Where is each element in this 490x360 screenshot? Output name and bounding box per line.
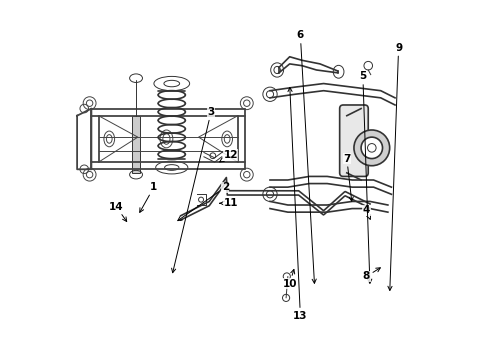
Ellipse shape <box>354 130 390 166</box>
Text: 12: 12 <box>220 150 238 162</box>
Text: 11: 11 <box>220 198 238 208</box>
Text: 2: 2 <box>178 182 229 221</box>
Text: 9: 9 <box>388 43 402 291</box>
Text: 13: 13 <box>288 87 308 321</box>
Text: 10: 10 <box>282 269 297 289</box>
Text: 1: 1 <box>140 182 157 212</box>
Text: 4: 4 <box>363 205 370 219</box>
FancyBboxPatch shape <box>132 116 140 173</box>
Text: 3: 3 <box>172 107 215 273</box>
Text: 5: 5 <box>359 71 372 283</box>
Text: 6: 6 <box>297 30 316 283</box>
Ellipse shape <box>361 137 383 158</box>
Text: 14: 14 <box>109 202 127 221</box>
Text: 8: 8 <box>363 268 380 282</box>
Text: 7: 7 <box>343 154 353 201</box>
FancyBboxPatch shape <box>340 105 368 176</box>
